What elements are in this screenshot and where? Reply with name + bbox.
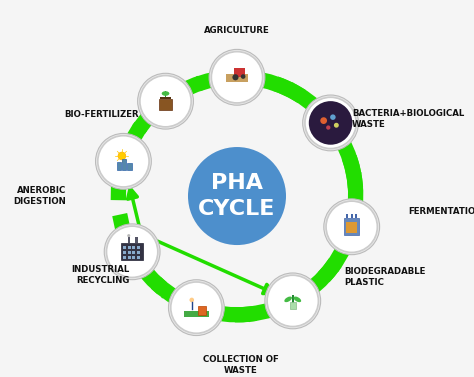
Bar [356,214,357,218]
Text: FERMENTATION: FERMENTATION [408,207,474,216]
Bar [128,237,130,243]
Circle shape [265,273,320,329]
Text: ANEROBIC
DIGESTION: ANEROBIC DIGESTION [13,186,66,206]
Bar [128,256,131,259]
Bar [137,247,140,250]
Circle shape [326,126,330,130]
Circle shape [137,73,193,129]
Circle shape [190,297,194,302]
Ellipse shape [284,297,292,302]
Bar [121,243,143,260]
Circle shape [209,49,265,105]
Circle shape [320,117,327,124]
Bar [198,306,206,315]
Circle shape [171,282,222,333]
Bar [128,247,131,250]
Circle shape [211,52,263,103]
Circle shape [303,95,358,151]
Bar [137,256,140,259]
Bar [128,163,132,170]
Bar [137,251,140,254]
Circle shape [334,123,339,128]
Bar [123,256,126,259]
Circle shape [118,152,126,160]
Bar [184,311,209,317]
Circle shape [326,201,377,253]
Ellipse shape [293,297,301,302]
Text: BIO-FERTILIZER: BIO-FERTILIZER [64,110,139,120]
Bar [351,214,353,218]
Circle shape [309,101,352,145]
Bar [117,162,121,170]
Bar [135,237,137,243]
Circle shape [305,97,356,149]
Circle shape [104,224,160,280]
Circle shape [96,133,151,189]
Circle shape [140,75,191,127]
Circle shape [188,147,286,245]
Text: BACTERIA+BIOLOGICAL
WASTE: BACTERIA+BIOLOGICAL WASTE [352,109,464,129]
Bar [122,159,126,170]
Circle shape [241,74,246,79]
Bar [346,222,357,233]
Bar [132,247,135,250]
Text: COLLECTION OF
WASTE: COLLECTION OF WASTE [203,355,279,375]
Circle shape [127,234,130,237]
Bar [132,256,135,259]
Bar [290,302,296,309]
Text: INDUSTRIAL
RECYCLING: INDUSTRIAL RECYCLING [71,265,129,285]
Text: PHA
CYCLE: PHA CYCLE [198,173,276,219]
Bar [234,68,245,77]
Bar [344,218,359,235]
Circle shape [267,275,319,326]
Bar [159,99,172,110]
Bar [123,251,126,254]
Bar [132,251,135,254]
Circle shape [98,136,149,187]
Circle shape [107,226,158,277]
Bar [346,214,348,218]
Bar [128,251,131,254]
Circle shape [330,114,336,120]
Bar [292,295,294,309]
Bar [123,247,126,250]
Ellipse shape [162,91,169,96]
Text: BIODEGRADABLE
PLASTIC: BIODEGRADABLE PLASTIC [345,267,426,287]
Text: AGRICULTURE: AGRICULTURE [204,26,270,35]
Circle shape [168,280,224,336]
Bar [226,74,248,82]
Circle shape [324,199,380,255]
Circle shape [232,74,238,80]
Bar [165,91,166,99]
Bar [160,97,171,100]
